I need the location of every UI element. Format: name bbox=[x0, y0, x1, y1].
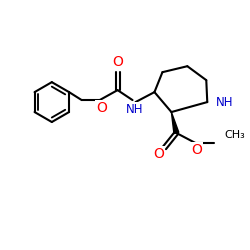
Text: NH: NH bbox=[126, 102, 143, 116]
Text: CH₃: CH₃ bbox=[224, 130, 245, 140]
Text: O: O bbox=[191, 143, 202, 157]
Polygon shape bbox=[172, 112, 179, 134]
Text: O: O bbox=[112, 55, 123, 69]
Text: O: O bbox=[96, 101, 107, 115]
Text: NH: NH bbox=[216, 96, 234, 108]
Text: O: O bbox=[153, 147, 164, 161]
